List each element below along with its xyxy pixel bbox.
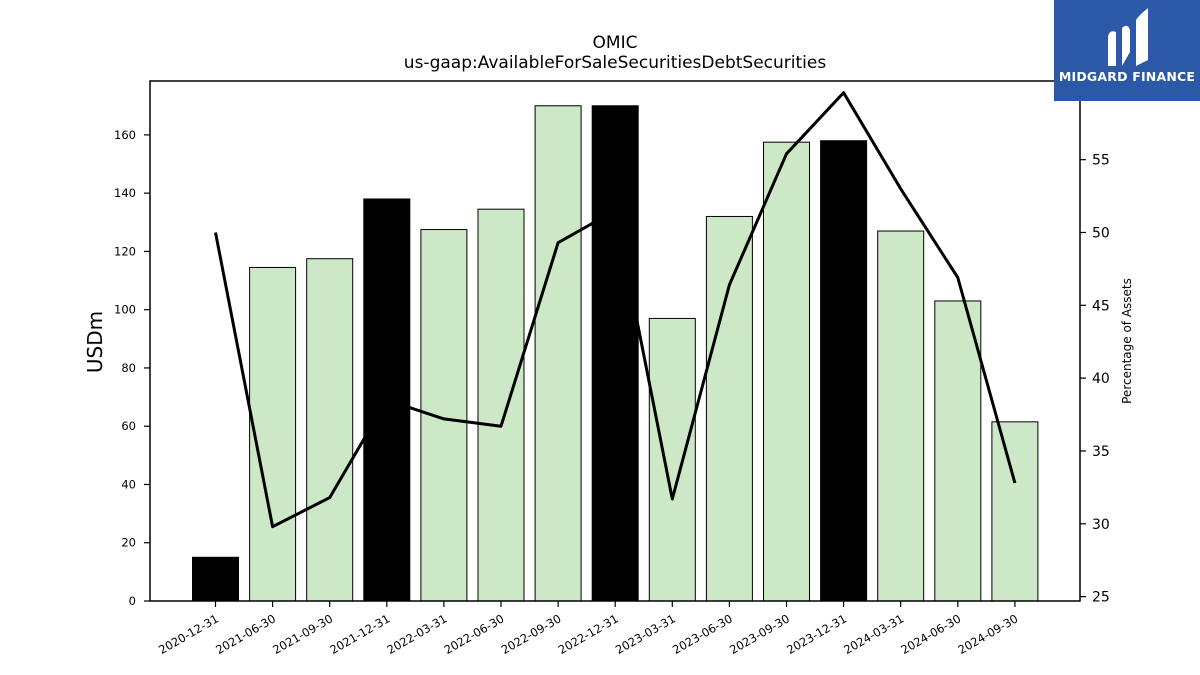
x-tick-label: 2023-06-30 [670, 611, 735, 657]
y2-tick-label: 30 [1092, 517, 1110, 533]
x-tick-label: 2021-09-30 [270, 611, 335, 657]
y-tick-label: 40 [121, 477, 136, 491]
right-axis-label: Percentage of Assets [1120, 278, 1134, 404]
y-tick-label: 140 [114, 186, 136, 200]
y2-tick-label: 55 [1092, 153, 1110, 169]
left-axis-ticks: 0 20 40 60 80 100 120 140 160 [114, 128, 150, 608]
logo: MIDGARD FINANCE [1054, 0, 1200, 101]
x-axis-ticks: 2020-12-312021-06-302021-09-302021-12-31… [156, 601, 1020, 657]
bar-2023-03-31 [648, 317, 696, 602]
y-tick-label: 60 [121, 419, 136, 433]
bar-2023-12-31 [820, 140, 868, 602]
y2-tick-label: 45 [1092, 298, 1110, 314]
percentage-line [214, 91, 1017, 529]
x-tick-label: 2023-03-31 [613, 611, 678, 657]
y2-tick-label: 25 [1092, 590, 1110, 606]
x-tick-label: 2024-03-31 [841, 611, 906, 657]
y-tick-label: 20 [121, 536, 136, 550]
x-tick-label: 2021-06-30 [213, 611, 278, 657]
y-tick-label: 100 [114, 303, 136, 317]
chart-subtitle: us-gaap:AvailableForSaleSecuritiesDebtSe… [403, 53, 827, 73]
logo-mark-icon [1108, 8, 1148, 66]
bar-2022-09-30 [534, 105, 582, 602]
bar-2024-06-30 [934, 300, 982, 602]
x-tick-label: 2022-09-30 [499, 611, 564, 657]
bar-2022-03-31 [420, 229, 468, 602]
bar-2024-09-30 [991, 421, 1039, 602]
y2-tick-label: 50 [1092, 225, 1110, 241]
bar-2021-06-30 [249, 266, 297, 602]
x-tick-label: 2023-12-31 [784, 611, 849, 657]
bar-2024-03-31 [877, 230, 925, 602]
x-tick-label: 2021-12-31 [327, 611, 392, 657]
chart-title: OMIC [592, 33, 638, 53]
bar-2022-06-30 [477, 208, 525, 602]
bar-2023-09-30 [763, 141, 810, 602]
bar-series [192, 105, 1039, 602]
y-tick-label: 0 [129, 594, 136, 608]
y-tick-label: 120 [114, 244, 136, 258]
bar-2020-12-31 [192, 556, 239, 602]
bar-2022-12-31 [591, 105, 639, 602]
x-tick-label: 2022-03-31 [385, 611, 450, 657]
x-tick-label: 2022-06-30 [442, 611, 507, 657]
x-tick-label: 2020-12-31 [156, 611, 221, 657]
y-axis-label: USDm [83, 311, 107, 373]
x-tick-label: 2023-09-30 [727, 611, 792, 657]
x-tick-label: 2024-06-30 [898, 611, 963, 657]
x-tick-label: 2022-12-31 [556, 611, 621, 657]
x-tick-label: 2024-09-30 [956, 611, 1021, 657]
y-tick-label: 160 [114, 128, 136, 142]
logo-text: MIDGARD FINANCE [1058, 69, 1196, 84]
y-tick-label: 80 [121, 361, 136, 375]
y2-tick-label: 35 [1092, 444, 1110, 460]
y2-tick-label: 40 [1092, 371, 1110, 387]
right-axis-ticks: 25 30 35 40 45 50 55 [1080, 153, 1110, 606]
bar-2021-09-30 [306, 258, 354, 602]
bar-2023-06-30 [705, 215, 753, 602]
line-series [214, 91, 1017, 529]
